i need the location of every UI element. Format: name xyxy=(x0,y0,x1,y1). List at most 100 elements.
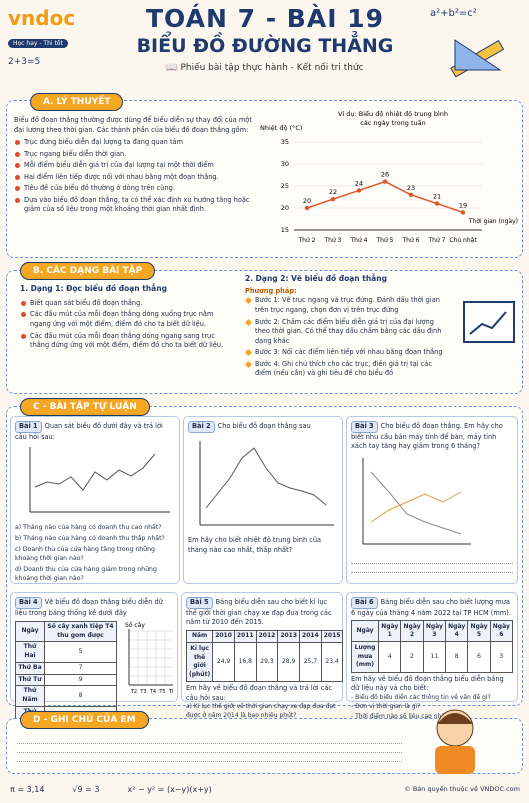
deco-formula: a²+b²=c² xyxy=(430,8,477,19)
example-chart: Ví dụ: Biểu đồ nhiệt độ trung bình các ng… xyxy=(260,109,518,244)
exercise-label: Bài 3 xyxy=(351,421,378,433)
header-cell: Ngày xyxy=(15,621,45,643)
cell: 2 xyxy=(400,641,424,673)
exercise-2-chart xyxy=(199,440,334,526)
section-heading: C - BÀI TẬP TỰ LUẬN xyxy=(20,398,150,416)
cell: 16,8 xyxy=(233,642,257,683)
method: Phương pháp: xyxy=(245,286,297,295)
bullet: Trục đứng biểu diễn đại lượng ta đang qu… xyxy=(14,138,256,148)
exercise-label: Bài 1 xyxy=(15,421,42,433)
exercise-3: Bài 3 Cho biểu đồ đoạn thẳng. Em hãy cho … xyxy=(346,416,518,584)
type-title: 1. Dạng 1: Đọc biểu đồ đoạn thẳng xyxy=(20,284,167,293)
y-axis-label: Nhiệt độ (°C) xyxy=(260,124,302,132)
header-cell: Số cây xanh tiệp T4 thu gom được xyxy=(43,621,117,643)
follow: Em hãy vẽ biểu đồ đoạn thẳng biểu diễn b… xyxy=(351,674,504,693)
data-label: 20 xyxy=(303,197,311,205)
question: - Thời điểm nào số liệu cao nhất? xyxy=(351,712,451,720)
exercise-5: Bài 5 Bảng biểu diễn sau cho biết kỉ lục … xyxy=(181,592,344,747)
caption: 📖 Phiếu bài tập thực hành - Kết nối tri … xyxy=(166,63,364,73)
row: Năm 2010 2011 2012 2013 2014 2015 xyxy=(185,629,344,644)
y-tick-label: 15 xyxy=(281,226,289,234)
question: a) Tháng nào của hàng có doanh thu cao n… xyxy=(15,523,162,531)
grid-x-label: T2 xyxy=(130,689,137,695)
cell: Ngày 2 xyxy=(400,620,424,643)
y-tick-label: 35 xyxy=(281,138,289,146)
cell: 5 xyxy=(43,641,117,663)
logo: vndoc Học hay - Thi tốt 2+3=5 xyxy=(8,6,100,67)
x-axis-label: Thời gian (ngày) xyxy=(468,218,518,225)
data-label: 22 xyxy=(329,188,337,196)
step: Bước 4: Ghi chú thích cho các trục, điền… xyxy=(245,360,445,379)
formula: π = 3,14 xyxy=(10,784,45,794)
y-tick-label: 25 xyxy=(281,182,289,190)
exercise-1: Bài 1 Quan sát biểu đồ dưới đây và trả lờ… xyxy=(10,416,180,584)
pencil-ruler-icon xyxy=(450,39,505,78)
step-list: Bước 1: Vẽ trục ngang và trục đứng. Đánh… xyxy=(245,296,445,378)
copyright: © Bản quyền thuộc về VNDOC.com xyxy=(404,785,520,793)
bullet: Trục ngang biểu diễn thời gian. xyxy=(14,150,256,160)
cell: 11 xyxy=(422,641,447,673)
question: d) Doanh thu của cửa hàng giảm trong nhữ… xyxy=(15,565,157,582)
point xyxy=(356,188,362,193)
cell: 8 xyxy=(43,685,117,707)
cell: Thứ Tư xyxy=(15,673,45,687)
cell: 23,4 xyxy=(320,642,344,683)
bullet-list: Trục đứng biểu diễn đại lượng ta đang qu… xyxy=(14,138,256,215)
section-heading: A. LÝ THUYẾT xyxy=(30,93,124,111)
bullet: Mỗi điểm biểu diễn giá trị của đại lượng… xyxy=(14,161,256,171)
cell: 25,7 xyxy=(299,642,322,683)
formula: x² − y² = (x−y)(x+y) xyxy=(127,784,212,794)
grid-x-label: T6 xyxy=(168,689,173,695)
point xyxy=(460,210,466,215)
cell: Ngày 6 xyxy=(489,620,514,643)
chart-icon xyxy=(463,301,515,343)
question: c) Doanh thu của cửa hàng tăng trong nhữ… xyxy=(15,545,155,562)
exercise-2: Bài 2 Cho biểu đồ đoạn thẳng sau Em hãy c… xyxy=(183,416,343,584)
step: Bước 1: Vẽ trục ngang và trục đứng. Đánh… xyxy=(245,296,445,315)
step: Bước 3: Nối các điểm liên tiếp với nhau … xyxy=(245,348,445,358)
formula: √9 = 3 xyxy=(72,784,100,794)
x-tick-label: Chủ nhật xyxy=(449,237,477,244)
point xyxy=(304,205,310,211)
cell: 9 xyxy=(43,673,117,687)
cell: 2010 xyxy=(212,629,235,644)
cell: Ngày 3 xyxy=(422,620,447,643)
x-tick-label: Thứ 3 xyxy=(324,237,342,244)
item: Các đầu mút của mỗi đoạn thẳng dóng ngan… xyxy=(20,332,235,351)
cell: Thứ Năm xyxy=(15,685,45,707)
section-a xyxy=(6,100,523,258)
exercise-label: Bài 5 xyxy=(186,597,213,609)
subtitle: BIỂU ĐỒ ĐƯỜNG THẲNG xyxy=(136,35,394,57)
cell: 7 xyxy=(43,661,117,675)
item: Các đầu mút của mỗi đoạn thẳng dóng xuốn… xyxy=(20,310,235,329)
cell: 2012 xyxy=(255,629,279,644)
cell: 3 xyxy=(489,641,514,673)
y-tick-label: 20 xyxy=(281,204,289,212)
cell: Ngày 4 xyxy=(445,620,469,643)
x-tick-label: Thứ 5 xyxy=(376,237,394,244)
question-list: a) Tháng nào của hàng có doanh thu cao n… xyxy=(15,524,175,584)
point xyxy=(434,201,440,206)
grid-y-label: Số cây xyxy=(125,622,145,629)
caption-text: Phiếu bài tập thực hành - Kết nối tri th… xyxy=(180,63,364,73)
prompt: Cho biểu đồ đoạn thẳng sau xyxy=(217,422,311,430)
cell: Năm xyxy=(185,629,214,644)
cell: 2011 xyxy=(233,629,257,644)
cell: 8 xyxy=(445,641,469,673)
x-tick-label: Thứ 6 xyxy=(402,237,420,244)
cell: Ngày 1 xyxy=(378,620,402,643)
student-illustration xyxy=(435,709,475,774)
brand: vndoc xyxy=(8,6,76,30)
chart-title: Ví dụ: Biểu đồ nhiệt độ trung bình các ng… xyxy=(338,109,448,127)
theory-text: Biểu đồ đoạn thẳng thường được dùng để b… xyxy=(14,116,256,217)
data-label: 24 xyxy=(355,179,363,187)
drawing-grid: Số câyT2T3T4T5T6T7CN xyxy=(125,622,173,695)
tagline: Học hay - Thi tốt xyxy=(8,39,68,48)
deco-formula: 2+3=5 xyxy=(8,57,41,67)
cell: Thứ Ba xyxy=(15,661,45,675)
cell: 29,3 xyxy=(255,642,279,683)
x-tick-label: Thứ 2 xyxy=(298,237,316,244)
point xyxy=(330,197,336,202)
point xyxy=(408,192,414,197)
row: Thứ Hai 5 xyxy=(15,641,117,663)
